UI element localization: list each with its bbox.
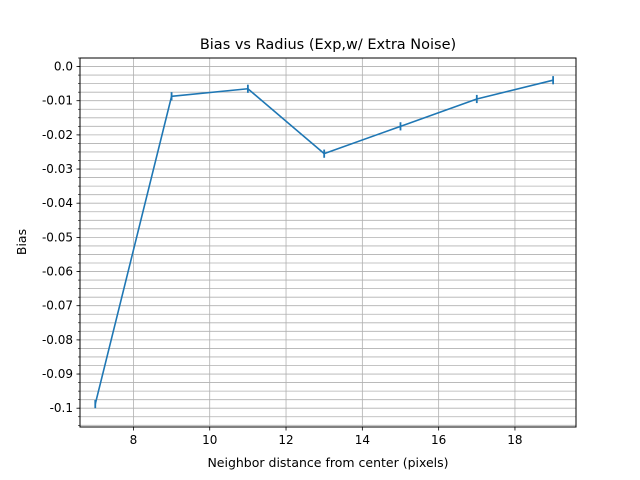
y-tick-label: -0.09 <box>42 367 73 381</box>
y-tick-label: -0.05 <box>42 230 73 244</box>
x-axis-label: Neighbor distance from center (pixels) <box>207 455 448 470</box>
y-tick-label: -0.02 <box>42 128 73 142</box>
x-tick-label: 14 <box>355 433 370 447</box>
x-tick-label: 10 <box>202 433 217 447</box>
y-tick-label: 0.0 <box>54 60 73 74</box>
axis-ticks: 8 10 12 14 16 18 0.0 -0.01 -0.02 -0.03 -0.04 -0.05 -… <box>42 57 523 447</box>
x-tick-label: 8 <box>130 433 138 447</box>
y-tick-label: -0.07 <box>42 299 73 313</box>
y-tick-label: -0.06 <box>42 265 73 279</box>
y-tick-label: -0.03 <box>42 162 73 176</box>
x-tick-label: 12 <box>278 433 293 447</box>
plot-frame <box>79 57 577 428</box>
y-tick-label: -0.01 <box>42 94 73 108</box>
x-tick-label: 18 <box>507 433 522 447</box>
y-tick-label: -0.08 <box>42 333 73 347</box>
y-tick-label: -0.1 <box>50 401 73 415</box>
x-tick-label: 16 <box>431 433 446 447</box>
data-series <box>94 76 555 409</box>
chart-title: Bias vs Radius (Exp,w/ Extra Noise) <box>200 37 456 53</box>
y-tick-label: -0.04 <box>42 196 73 210</box>
y-axis-label: Bias <box>14 229 29 255</box>
